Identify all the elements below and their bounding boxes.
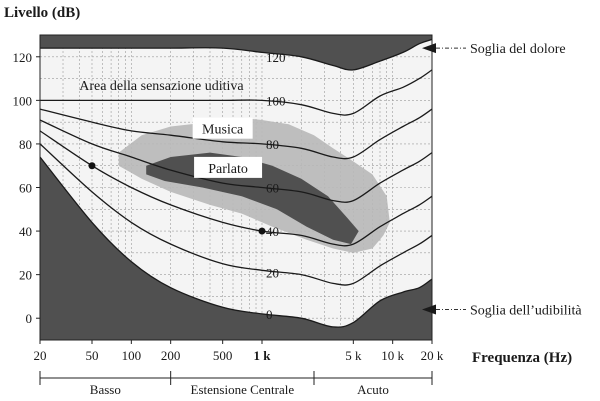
pain-region [40,35,432,71]
marker-point [88,162,96,170]
x-tick-label: 20 [34,348,47,363]
curve-label-100: 100 [266,93,286,108]
frequency-bands: Basso Estensione Centrale Acuto [39,371,433,397]
curve-label-20: 20 [266,265,279,280]
marker-point [258,227,266,235]
hearing-threshold-label: Soglia dell’udibilità [470,304,582,319]
x-tick-label: 1 k [254,348,272,363]
callout-arrow-icon [422,43,436,54]
band-label: Basso [90,382,121,397]
labels: 0 20 40 60 80 100 120 Musica Parlato Area della s… [79,50,285,322]
y-axis-label: Livello (dB) [4,5,80,21]
music-label-box [192,117,253,139]
callout-arrow-icon [422,304,436,315]
curve-100 [40,69,432,116]
music-label: Musica [202,123,244,138]
callouts: Soglia del dolore Soglia dell’udibilità [422,42,582,319]
y-tick-label: 100 [13,93,33,108]
markers [88,162,266,235]
y-tick-label: 80 [19,137,32,152]
x-tick-label: 5 k [345,348,362,363]
curve-20 [40,143,432,286]
curve-label-120: 120 [266,50,286,65]
curve-0 [40,156,432,328]
x-tick-label: 500 [213,348,233,363]
curve-80 [40,108,432,160]
curve-label-0: 0 [266,307,273,322]
band-label: Estensione Centrale [191,382,295,397]
y-tick-label: 60 [19,181,32,196]
loudness-curves [40,38,432,328]
y-tick-label: 0 [26,311,33,326]
inaudible-region [40,157,432,340]
curve-label-80: 80 [266,137,279,152]
area-annotation: Area della sensazione uditiva [79,79,244,94]
x-tick-label: 200 [161,348,181,363]
curve-120 [40,38,432,71]
x-tick-label: 10 k [381,348,404,363]
curve-label-40: 40 [266,224,279,239]
x-axis-label: Frequenza (Hz) [472,350,572,366]
curve-60 [40,119,432,203]
x-tick-label: 50 [85,348,98,363]
curve-label-60: 60 [266,181,279,196]
y-tick-label: 120 [13,50,33,65]
x-tick-label: 20 k [421,348,444,363]
band-label: Acuto [357,382,389,397]
x-tick-label: 100 [122,348,142,363]
y-tick-label: 20 [19,268,32,283]
speech-label: Parlato [208,162,248,177]
curve-40 [40,130,432,247]
pain-and-inaudible-regions [40,35,432,340]
pain-threshold-label: Soglia del dolore [470,42,566,57]
speech-label-box [194,156,263,178]
y-tick-label: 40 [19,224,32,239]
